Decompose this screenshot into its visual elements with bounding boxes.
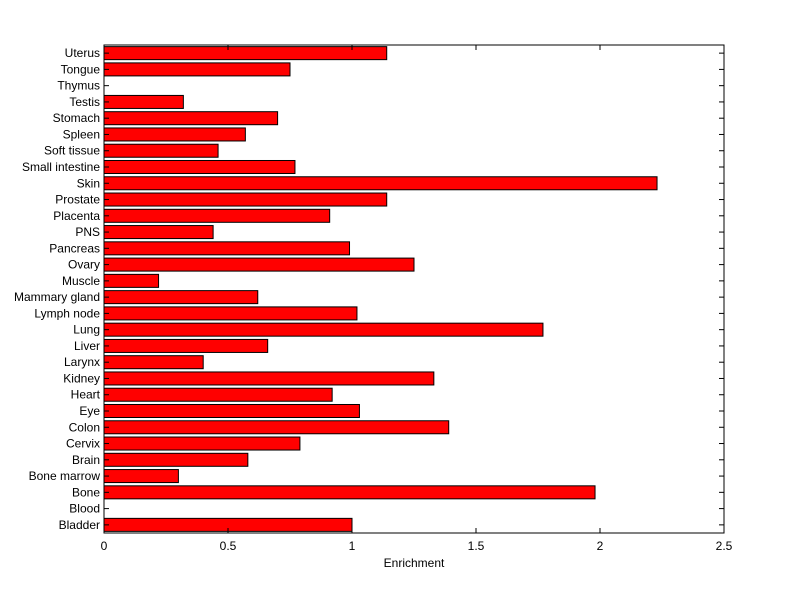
bar-lymph-node — [103, 306, 358, 321]
bar-colon — [103, 420, 450, 435]
y-tick-label: Uterus — [65, 46, 100, 60]
y-tick-label: Lymph node — [34, 306, 100, 320]
bar-small-intestine — [103, 159, 296, 175]
y-tick-label: Small intestine — [22, 160, 100, 174]
y-tick-label: Testis — [69, 95, 100, 109]
y-tick-label: Soft tissue — [44, 144, 100, 158]
plot-frame — [103, 44, 725, 534]
y-tick-label: Bone — [72, 485, 100, 499]
bar-bone-marrow — [103, 469, 179, 484]
y-tick-label: Ovary — [68, 258, 100, 272]
y-tick-label: Kidney — [63, 371, 100, 385]
bar-tongue — [103, 62, 291, 77]
y-tick-label: Thymus — [57, 79, 100, 93]
y-tick-label: Heart — [71, 388, 101, 402]
y-tick-label: Skin — [77, 176, 100, 190]
ticks-layer — [103, 45, 725, 533]
bar-spleen — [103, 127, 246, 142]
bar-pancreas — [103, 241, 351, 256]
y-tick-labels: Bladder Blood Bone Bone marrow Brain Cervix Co… — [14, 46, 101, 532]
y-tick-label: Bladder — [59, 518, 100, 532]
y-tick-label: Spleen — [63, 127, 100, 141]
y-tick-label: Tongue — [61, 62, 101, 76]
bar-stomach — [103, 111, 279, 126]
x-tick-label: 2.5 — [716, 539, 733, 553]
x-axis-label: Enrichment — [384, 556, 445, 570]
y-tick-label: Placenta — [53, 209, 100, 223]
y-tick-label: Brain — [72, 453, 100, 467]
bar-lung — [103, 322, 544, 337]
x-tick-label: 0 — [101, 539, 108, 553]
y-tick-label: Prostate — [55, 193, 100, 207]
y-tick-label: Colon — [69, 420, 100, 434]
y-tick-label: Bone marrow — [29, 469, 101, 483]
bar-eye — [103, 403, 360, 419]
y-tick-label: Cervix — [66, 437, 100, 451]
bar-muscle — [103, 273, 160, 288]
y-tick-label: PNS — [75, 225, 100, 239]
bar-ovary — [103, 257, 415, 272]
bar-soft-tissue — [103, 143, 219, 158]
y-tick-label: Pancreas — [49, 241, 100, 255]
y-tick-label: Lung — [73, 323, 100, 337]
x-tick-label: 0.5 — [220, 539, 237, 553]
y-tick-label: Larynx — [64, 355, 100, 369]
bar-bone — [103, 485, 596, 500]
y-tick-label: Mammary gland — [14, 290, 100, 304]
bar-mammary-gland — [103, 290, 259, 305]
y-tick-label: Muscle — [62, 274, 100, 288]
x-tick-label: 1.5 — [468, 539, 485, 553]
bar-pns — [103, 225, 214, 240]
bar-prostate — [103, 192, 388, 207]
bar-kidney — [103, 371, 435, 386]
bar-liver — [103, 338, 269, 353]
y-tick-label: Eye — [79, 404, 100, 418]
bar-heart — [103, 387, 333, 402]
bar-brain — [103, 452, 249, 467]
bar-cervix — [103, 436, 301, 451]
x-tick-label: 2 — [597, 539, 604, 553]
bar-skin — [103, 176, 658, 191]
y-tick-label: Stomach — [53, 111, 100, 125]
bar-larynx — [103, 355, 204, 370]
x-tick-label: 1 — [349, 539, 356, 553]
bar-uterus — [103, 46, 388, 61]
bar-testis — [103, 94, 184, 109]
y-tick-label: Blood — [69, 502, 100, 516]
bar-placenta — [103, 208, 331, 223]
x-tick-labels: 0 0.5 1 1.5 2 2.5 — [101, 539, 733, 553]
y-tick-label: Liver — [74, 339, 100, 353]
